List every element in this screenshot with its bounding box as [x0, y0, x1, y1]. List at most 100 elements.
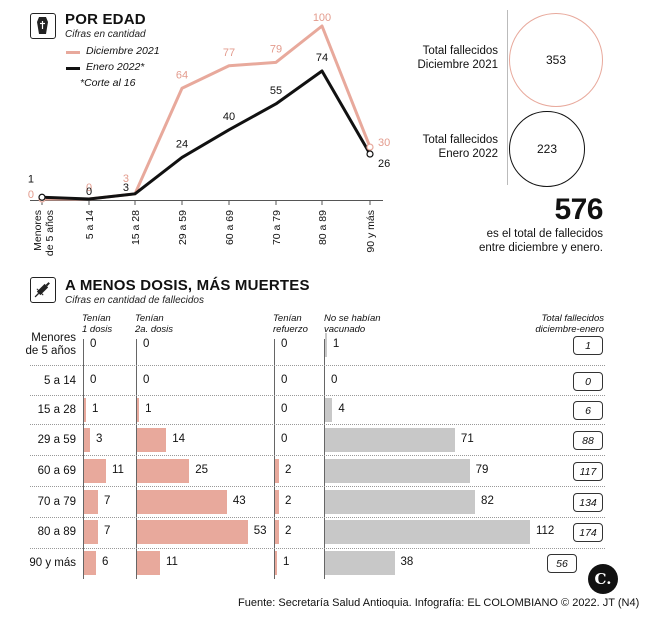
- series-end-marker: [366, 150, 374, 158]
- bar: [275, 490, 279, 514]
- x-tick-label: Menoresde 5 años: [32, 210, 56, 256]
- bar: [137, 551, 160, 575]
- total-jan-label-1: Total fallecidos: [422, 134, 498, 146]
- section1-subtitle: Cifras en cantidad: [65, 29, 146, 40]
- total-value-box: 117: [573, 462, 603, 481]
- bar: [325, 398, 333, 422]
- x-tick-label-line: 29 a 59: [177, 210, 189, 245]
- data-label: 79: [270, 43, 282, 55]
- x-tick-label: 90 y más: [365, 210, 377, 253]
- bar-value: 0: [281, 338, 288, 350]
- syringe-icon: [30, 277, 56, 303]
- section2-title: A MENOS DOSIS, MÁS MUERTES: [65, 277, 310, 294]
- x-tick-label-line: 15 a 28: [130, 210, 142, 245]
- el-colombiano-logo: C.: [588, 564, 618, 594]
- bar: [137, 459, 190, 483]
- bar: [84, 459, 106, 483]
- total-value-box: 1: [573, 336, 603, 355]
- col-header-2dose: Tenían 2a. dosis: [135, 313, 173, 335]
- data-label: 0: [86, 182, 92, 194]
- col-header-booster-b: refuerzo: [273, 324, 308, 335]
- col-header-booster: Tenían refuerzo: [273, 313, 308, 335]
- bar-value: 1: [332, 338, 340, 350]
- row-divider: [30, 548, 605, 549]
- legend-swatch-dec: [66, 51, 80, 54]
- bar-value: 2: [285, 495, 292, 507]
- bar: [325, 459, 470, 483]
- total-value-box: 88: [573, 431, 603, 450]
- column-axis: [83, 339, 84, 579]
- row-label-line: de 5 años: [25, 345, 76, 357]
- row-divider: [30, 455, 605, 456]
- bar-value: 0: [143, 374, 150, 386]
- bar-value: 2: [285, 464, 292, 476]
- bar: [137, 520, 248, 544]
- x-tick-label-line: de 5 años: [44, 210, 56, 256]
- col-header-1dose-b: 1 dosis: [82, 324, 113, 335]
- total-value-box: 0: [573, 372, 603, 391]
- source-credit: Fuente: Secretaría Salud Antioquia. Info…: [238, 597, 640, 609]
- row-label-line: 15 a 28: [37, 403, 76, 416]
- bar: [275, 459, 279, 483]
- bar-value: 112: [535, 525, 555, 537]
- col-header-unvaccinated-b: vacunado: [324, 324, 366, 335]
- x-tick-label: 80 a 89: [317, 210, 329, 245]
- column-axis: [324, 339, 325, 579]
- bar: [275, 520, 279, 544]
- data-label: 55: [270, 85, 282, 97]
- x-tick-label: 70 a 79: [271, 210, 283, 245]
- legend-label-jan: Enero 2022*: [86, 61, 145, 73]
- total-dec-circle: 353: [509, 13, 603, 107]
- row-label-line: 5 a 14: [44, 374, 76, 387]
- bar-value: 6: [102, 556, 109, 568]
- bar: [137, 428, 167, 452]
- legend-label-dec: Diciembre 2021: [86, 45, 160, 57]
- column-axis: [274, 339, 275, 579]
- data-label: 26: [378, 158, 390, 170]
- column-axis: [136, 339, 137, 579]
- row-divider: [30, 517, 605, 518]
- bar-value: 11: [165, 556, 178, 568]
- data-label: 3: [123, 182, 129, 194]
- bar: [325, 551, 395, 575]
- total-value-box: 56: [547, 554, 577, 573]
- row-label: 80 a 89: [2, 526, 76, 539]
- x-tick-label-line: 90 y más: [365, 210, 377, 253]
- bar: [325, 428, 455, 452]
- bar-value: 4: [338, 403, 345, 415]
- bar: [84, 520, 98, 544]
- bar-value: 38: [400, 556, 414, 568]
- bar-value: 0: [331, 374, 338, 386]
- row-label: 70 a 79: [2, 496, 76, 509]
- coffin-icon: [30, 13, 56, 39]
- total-value-box: 6: [573, 401, 603, 420]
- bar-value: 25: [195, 464, 209, 476]
- legend-footnote: *Corte al 16: [80, 77, 136, 89]
- row-label: 29 a 59: [2, 434, 76, 447]
- total-value-box: 174: [573, 523, 603, 542]
- bar-value: 14: [172, 433, 186, 445]
- total-dec-label-1: Total fallecidos: [422, 45, 498, 57]
- bar-value: 7: [104, 525, 111, 537]
- total-dec-label: Total fallecidos Diciembre 2021: [395, 44, 498, 72]
- row-label: 60 a 69: [2, 465, 76, 478]
- row-label: 15 a 28: [2, 404, 76, 417]
- x-tick-label-line: 60 a 69: [224, 210, 236, 245]
- col-header-unvaccinated: No se habían vacunado: [324, 313, 381, 335]
- bar-value: 2: [285, 525, 292, 537]
- bar-value: 0: [281, 433, 288, 445]
- total-value-box: 134: [573, 493, 603, 512]
- bar-value: 0: [281, 374, 288, 386]
- row-divider: [30, 486, 605, 487]
- bar-value: 0: [143, 338, 150, 350]
- grand-total-caption: es el total de fallecidos entre diciembr…: [440, 227, 603, 255]
- bar: [84, 398, 86, 422]
- col-header-2dose-b: 2a. dosis: [135, 324, 174, 335]
- bar: [325, 520, 530, 544]
- bar-value: 1: [92, 403, 99, 415]
- data-label: 24: [176, 138, 188, 150]
- bar-value: 0: [90, 338, 97, 350]
- data-label: 3: [123, 173, 129, 185]
- row-label-line: 60 a 69: [37, 464, 76, 477]
- bar-value: 0: [281, 403, 288, 415]
